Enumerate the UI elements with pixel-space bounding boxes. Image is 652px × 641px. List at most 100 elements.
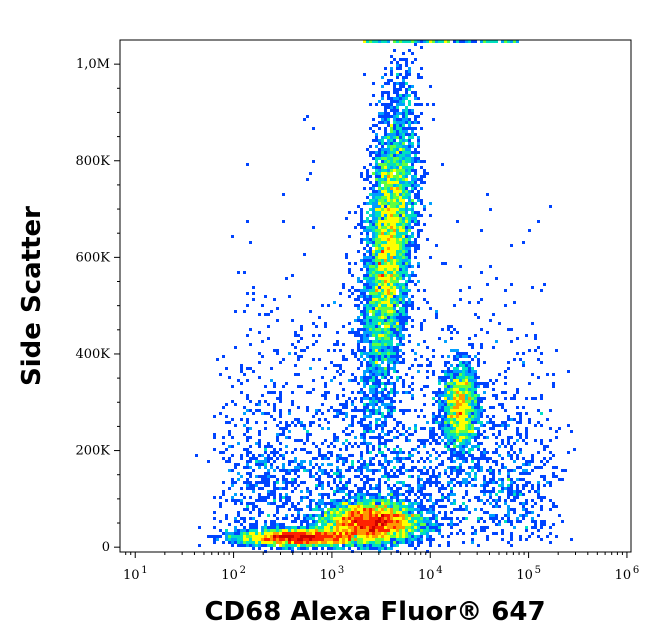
event-point (240, 364, 243, 367)
event-point (462, 460, 465, 463)
event-point (459, 412, 462, 415)
event-point (372, 265, 375, 268)
event-point (378, 211, 381, 214)
event-point (390, 232, 393, 235)
event-point (423, 484, 426, 487)
event-point (402, 262, 405, 265)
event-point (417, 478, 420, 481)
event-point (213, 535, 216, 538)
event-point (270, 367, 273, 370)
event-point (369, 376, 372, 379)
event-point (393, 457, 396, 460)
event-point (279, 529, 282, 532)
event-point (522, 484, 525, 487)
event-point (426, 523, 429, 526)
event-point (417, 505, 420, 508)
event-point (510, 478, 513, 481)
event-point (396, 310, 399, 313)
event-point (330, 454, 333, 457)
event-point (384, 301, 387, 304)
event-point (273, 481, 276, 484)
event-point (390, 211, 393, 214)
event-point (393, 142, 396, 145)
event-point (393, 490, 396, 493)
event-point (393, 232, 396, 235)
event-point (294, 334, 297, 337)
event-point (396, 514, 399, 517)
event-point (417, 223, 420, 226)
plot-frame (119, 39, 632, 553)
event-point (366, 307, 369, 310)
event-point (285, 499, 288, 502)
event-point (351, 502, 354, 505)
event-point (387, 229, 390, 232)
event-point (393, 106, 396, 109)
event-point (411, 199, 414, 202)
event-point (390, 202, 393, 205)
event-point (510, 508, 513, 511)
event-point (387, 415, 390, 418)
event-point (381, 196, 384, 199)
event-point (384, 529, 387, 532)
event-point (381, 421, 384, 424)
event-point (375, 436, 378, 439)
event-point (318, 535, 321, 538)
event-point (399, 349, 402, 352)
event-point (360, 400, 363, 403)
event-point (252, 505, 255, 508)
event-point (408, 262, 411, 265)
event-point (252, 469, 255, 472)
event-point (348, 268, 351, 271)
event-point (288, 469, 291, 472)
event-point (384, 421, 387, 424)
event-point (378, 244, 381, 247)
event-point (504, 304, 507, 307)
event-point (507, 511, 510, 514)
event-point (381, 115, 384, 118)
event-point (468, 415, 471, 418)
event-point (399, 100, 402, 103)
event-point (393, 91, 396, 94)
event-point (402, 124, 405, 127)
event-point (435, 514, 438, 517)
event-point (447, 421, 450, 424)
event-point (453, 436, 456, 439)
event-point (378, 205, 381, 208)
event-point (360, 208, 363, 211)
event-point (387, 124, 390, 127)
event-point (393, 328, 396, 331)
event-point (420, 214, 423, 217)
event-point (351, 430, 354, 433)
event-point (246, 538, 249, 541)
event-point (399, 178, 402, 181)
event-point (363, 427, 366, 430)
event-point (408, 193, 411, 196)
event-point (495, 514, 498, 517)
event-point (405, 307, 408, 310)
event-point (231, 535, 234, 538)
event-point (459, 361, 462, 364)
event-point (459, 463, 462, 466)
event-point (513, 394, 516, 397)
event-point (492, 481, 495, 484)
event-point (384, 256, 387, 259)
event-point (516, 40, 519, 43)
event-point (372, 238, 375, 241)
event-point (474, 472, 477, 475)
event-point (441, 328, 444, 331)
event-point (264, 448, 267, 451)
event-point (465, 364, 468, 367)
event-point (465, 484, 468, 487)
event-point (351, 529, 354, 532)
event-point (279, 535, 282, 538)
event-point (285, 538, 288, 541)
event-point (384, 499, 387, 502)
event-point (444, 370, 447, 373)
event-point (477, 436, 480, 439)
event-point (501, 391, 504, 394)
event-point (288, 532, 291, 535)
event-point (405, 94, 408, 97)
event-point (471, 454, 474, 457)
event-point (336, 517, 339, 520)
